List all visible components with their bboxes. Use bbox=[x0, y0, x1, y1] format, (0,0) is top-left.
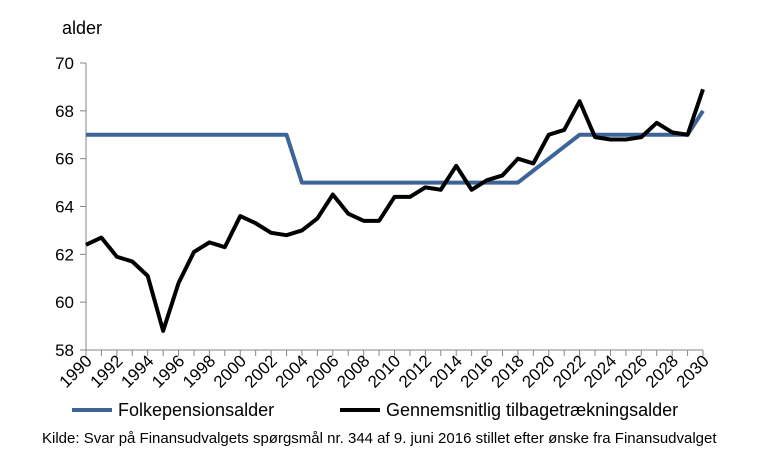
y-tick-label: 70 bbox=[55, 54, 74, 73]
x-tick-label: 1994 bbox=[117, 351, 157, 391]
x-tick-label: 1992 bbox=[86, 351, 126, 391]
x-tick-label: 2020 bbox=[518, 351, 558, 391]
y-axis: 58 60 62 64 66 68 70 bbox=[55, 54, 87, 360]
y-axis-title: alder bbox=[62, 18, 102, 38]
y-tick-label: 68 bbox=[55, 102, 74, 121]
x-tick-label: 2026 bbox=[611, 351, 651, 391]
x-tick-label: 2028 bbox=[642, 351, 682, 391]
x-tick-label: 2014 bbox=[426, 351, 466, 391]
x-tick-label: 2002 bbox=[241, 351, 281, 391]
x-tick-label: 1998 bbox=[179, 351, 219, 391]
x-tick-label: 2016 bbox=[457, 351, 497, 391]
y-tick-label: 62 bbox=[55, 245, 74, 264]
x-tick-label: 2004 bbox=[272, 351, 312, 391]
y-tick-label: 66 bbox=[55, 150, 74, 169]
legend: Folkepensionsalder Gennemsnitlig tilbage… bbox=[72, 400, 678, 420]
series-group bbox=[85, 88, 705, 333]
y-tick-label: 60 bbox=[55, 293, 74, 312]
y-tick-label: 64 bbox=[55, 198, 74, 217]
x-tick-label: 2012 bbox=[395, 351, 435, 391]
x-tick-label: 2000 bbox=[210, 351, 250, 391]
x-tick-label: 2010 bbox=[364, 351, 404, 391]
x-tick-label: 2006 bbox=[302, 351, 342, 391]
legend-label-folkepensionsalder: Folkepensionsalder bbox=[118, 400, 274, 420]
x-axis: 1990199219941996199820002002200420062008… bbox=[56, 349, 713, 392]
x-tick-label: 2022 bbox=[549, 351, 589, 391]
y-tick-label: 58 bbox=[55, 341, 74, 360]
x-tick-label: 2018 bbox=[488, 351, 528, 391]
x-tick-label: 2030 bbox=[673, 351, 713, 391]
x-tick-label: 2024 bbox=[580, 351, 620, 391]
series-line-0 bbox=[86, 109, 705, 185]
source-note: Kilde: Svar på Finansudvalgets spørgsmål… bbox=[42, 430, 717, 447]
x-tick-label: 1996 bbox=[148, 351, 188, 391]
x-tick-label: 2008 bbox=[333, 351, 373, 391]
legend-label-tilbagetraekningsalder: Gennemsnitlig tilbagetrækningsalder bbox=[386, 400, 678, 420]
series-line-1 bbox=[85, 88, 705, 333]
